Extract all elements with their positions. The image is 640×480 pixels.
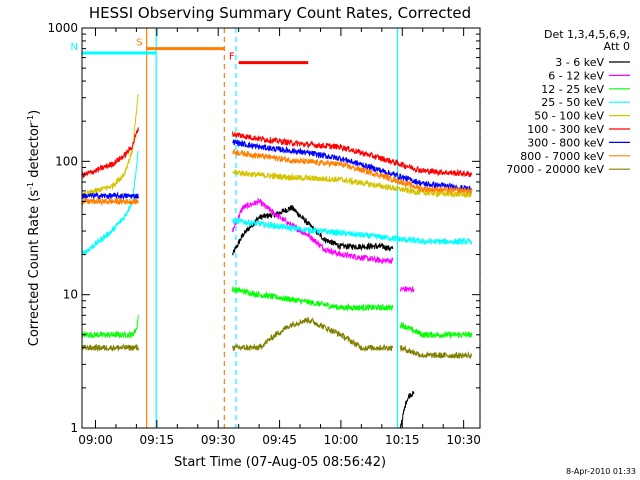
- series-line-7-segment-0: [82, 197, 139, 207]
- y-axis-label-part-1: -1: [26, 182, 35, 190]
- series-line-2-segment-1: [232, 286, 394, 312]
- series-line-1-segment-0: [232, 197, 394, 265]
- series-line-3-segment-1: [232, 217, 473, 246]
- annotation-label-s: S: [136, 38, 142, 49]
- series-line-6-segment-0: [82, 191, 139, 201]
- series-line-4-segment-0: [82, 93, 139, 201]
- x-tick-label-1: 09:15: [140, 433, 175, 447]
- y-tick-label-2: 100: [55, 154, 78, 168]
- series-line-8-segment-2: [399, 344, 473, 360]
- legend-label-6: 300 - 800 keV: [527, 136, 604, 149]
- annotation-label-f: F: [229, 52, 235, 63]
- chart-title: HESSI Observing Summary Count Rates, Cor…: [89, 4, 471, 22]
- legend-label-0: 3 - 6 keV: [555, 56, 604, 69]
- series-group: [82, 93, 473, 428]
- x-tick-label-6: 10:30: [446, 433, 481, 447]
- y-axis-label: Corrected Count Rate (s-1 detector-1): [26, 110, 42, 346]
- legend-label-5: 100 - 300 keV: [527, 123, 604, 136]
- y-axis-label-part-0: Corrected Count Rate (s: [27, 190, 42, 347]
- series-line-8-segment-0: [82, 343, 139, 352]
- series-line-0-segment-1: [399, 391, 415, 428]
- date-stamp: 8-Apr-2010 01:33: [566, 467, 636, 476]
- plot-frame: [81, 27, 481, 429]
- series-line-7-segment-1: [232, 149, 473, 195]
- series-line-4-segment-1: [232, 169, 473, 199]
- x-tick-label-3: 09:45: [262, 433, 297, 447]
- series-line-6-segment-1: [232, 139, 473, 193]
- y-axis-label-part-2: detector: [27, 122, 42, 182]
- legend-label-3: 25 - 50 keV: [541, 96, 604, 109]
- annotation-label-n: N: [71, 42, 78, 53]
- series-line-1-segment-1: [399, 286, 415, 294]
- x-axis-label: Start Time (07-Aug-05 08:56:42): [174, 455, 386, 470]
- legend-header-line-2: Att 0: [604, 40, 630, 53]
- legend-label-7: 800 - 7000 keV: [520, 150, 604, 163]
- series-line-2-segment-2: [399, 321, 473, 340]
- x-tick-label-2: 09:30: [201, 433, 236, 447]
- legend-header-line-1: Det 1,3,4,5,6,9,: [544, 28, 630, 41]
- x-tick-label-5: 10:15: [385, 433, 420, 447]
- legend-label-8: 7000 - 20000 keV: [506, 163, 604, 176]
- series-line-3-segment-0: [82, 150, 139, 257]
- series-line-2-segment-0: [82, 315, 139, 340]
- x-tick-label-0: 09:00: [78, 433, 113, 447]
- y-tick-label-1: 10: [63, 288, 78, 302]
- y-axis-label-part-3: -1: [26, 115, 35, 123]
- y-tick-label-0: 1: [70, 421, 78, 435]
- x-tick-label-4: 10:00: [324, 433, 359, 447]
- plot-layer: S N F 1 10 100 1000 09:00 09:15 09:30 09:45 10:00 10…: [47, 21, 480, 447]
- series-line-5-segment-0: [82, 127, 139, 178]
- legend-label-1: 6 - 12 keV: [548, 69, 604, 82]
- series-line-5-segment-1: [232, 131, 473, 178]
- y-axis-label-part-4: ): [27, 110, 42, 115]
- series-line-8-segment-1: [232, 316, 394, 353]
- legend-label-4: 50 - 100 keV: [534, 110, 604, 123]
- y-tick-label-3: 1000: [47, 21, 78, 35]
- legend-label-2: 12 - 25 keV: [541, 83, 604, 96]
